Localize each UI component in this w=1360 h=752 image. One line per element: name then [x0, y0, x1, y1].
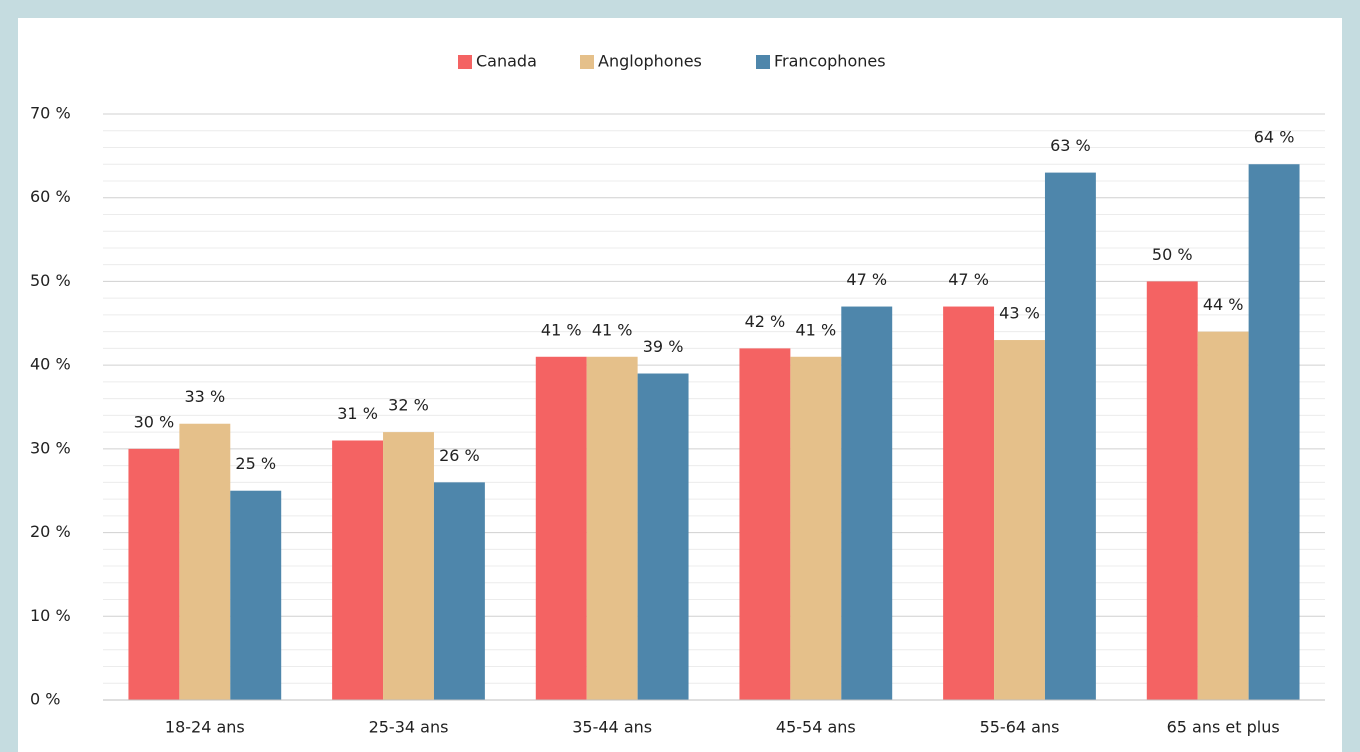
data-label: 41 % — [541, 320, 582, 339]
data-label: 30 % — [134, 412, 175, 431]
data-label: 63 % — [1050, 136, 1091, 155]
data-label: 50 % — [1152, 245, 1193, 264]
y-tick-label: 50 % — [30, 271, 71, 290]
legend-label: Canada — [476, 52, 537, 71]
legend-label: Anglophones — [598, 52, 702, 71]
bar — [739, 348, 791, 700]
legend-swatch — [756, 55, 770, 69]
data-label: 43 % — [999, 304, 1040, 323]
y-tick-label: 60 % — [30, 187, 71, 206]
data-label: 33 % — [185, 387, 226, 406]
bar — [128, 448, 180, 700]
legend-swatch — [458, 55, 472, 69]
legend-label: Francophones — [774, 52, 886, 71]
x-tick-label: 65 ans et plus — [1167, 718, 1280, 737]
bar — [790, 356, 842, 700]
legend-swatch — [580, 55, 594, 69]
bar — [994, 340, 1045, 700]
bar — [433, 482, 485, 700]
x-tick-label: 45-54 ans — [776, 718, 856, 737]
bar — [179, 423, 231, 700]
data-label: 47 % — [948, 270, 989, 289]
y-tick-label: 30 % — [30, 438, 71, 457]
bar — [1197, 331, 1249, 700]
data-label: 44 % — [1203, 295, 1244, 314]
bar — [637, 373, 689, 700]
y-tick-label: 70 % — [30, 104, 71, 123]
bar — [943, 306, 995, 700]
bar — [1248, 164, 1300, 700]
bar — [230, 490, 282, 700]
data-label: 41 % — [796, 320, 837, 339]
data-label: 26 % — [439, 446, 480, 465]
bar — [535, 356, 587, 700]
data-label: 41 % — [592, 320, 633, 339]
bar — [383, 432, 434, 700]
y-tick-label: 20 % — [30, 522, 71, 541]
bar — [586, 356, 638, 700]
data-label: 32 % — [388, 396, 429, 415]
data-label: 47 % — [846, 270, 887, 289]
y-tick-label: 10 % — [30, 606, 71, 625]
bar — [1146, 281, 1198, 700]
x-tick-label: 18-24 ans — [165, 718, 245, 737]
x-tick-label: 35-44 ans — [572, 718, 652, 737]
data-label: 42 % — [745, 312, 786, 331]
data-label: 64 % — [1254, 128, 1295, 147]
data-label: 39 % — [643, 337, 684, 356]
y-tick-label: 0 % — [30, 690, 60, 709]
y-tick-label: 40 % — [30, 355, 71, 374]
bar — [1044, 172, 1096, 701]
data-label: 31 % — [337, 404, 378, 423]
bar — [332, 440, 384, 700]
bar — [841, 306, 893, 700]
data-label: 25 % — [235, 454, 276, 473]
x-tick-label: 55-64 ans — [980, 718, 1060, 737]
x-tick-label: 25-34 ans — [369, 718, 449, 737]
